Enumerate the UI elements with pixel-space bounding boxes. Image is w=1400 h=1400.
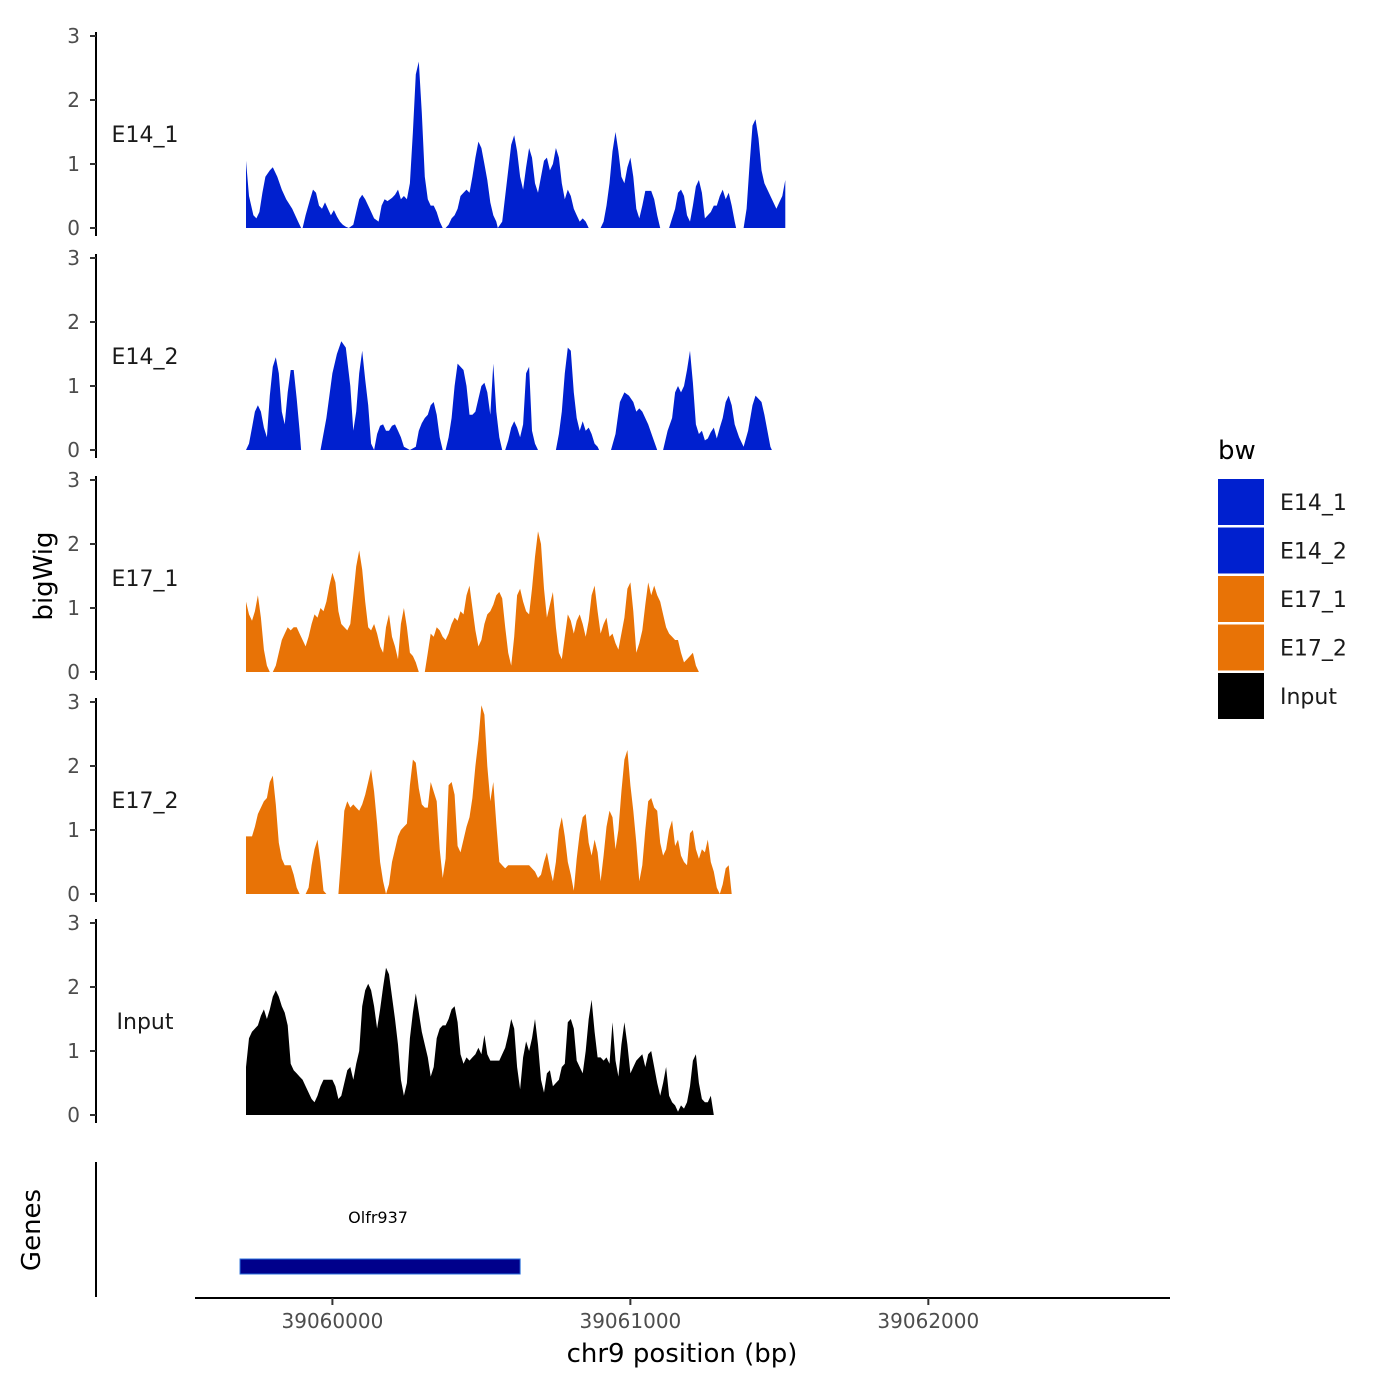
track-E17_1: 0 1 2 3 E17_1 bbox=[67, 468, 699, 684]
track-E17_2: 0 1 2 3 E17_2 bbox=[67, 690, 732, 906]
y-tick-label: 3 bbox=[67, 690, 80, 714]
y-tick-label: 0 bbox=[67, 216, 80, 240]
signal-area-E17_2 bbox=[246, 705, 732, 894]
signal-area-Input bbox=[246, 967, 714, 1115]
y-tick-label: 1 bbox=[67, 818, 80, 842]
track-label: E14_1 bbox=[112, 123, 179, 148]
y-tick-label: 1 bbox=[67, 596, 80, 620]
legend-label: E14_2 bbox=[1280, 540, 1347, 565]
gene-layer: Olfr937 bbox=[239, 1208, 521, 1275]
y-tick-label: 2 bbox=[67, 754, 80, 778]
genes-panel: Genes Olfr937 bbox=[17, 1162, 521, 1297]
track-Input: 0 1 2 3 Input bbox=[67, 911, 714, 1127]
legend-title: bw bbox=[1218, 436, 1256, 466]
x-tick-label: 39062000 bbox=[877, 1309, 979, 1333]
y-tick-label: 1 bbox=[67, 152, 80, 176]
genes-axis-title: Genes bbox=[17, 1189, 47, 1271]
legend-label: E14_1 bbox=[1280, 491, 1347, 516]
x-tick-label: 39061000 bbox=[579, 1309, 681, 1333]
track-E14_1: 0 1 2 3 E14_1 bbox=[67, 24, 786, 240]
legend-items: E14_1 E14_2 E17_1 E17_2 Input bbox=[1218, 479, 1347, 719]
legend-swatch-Input bbox=[1218, 673, 1264, 719]
y-tick-label: 2 bbox=[67, 532, 80, 556]
legend-swatch-E14_2 bbox=[1218, 527, 1264, 574]
legend: bw E14_1 E14_2 E17_1 E17_2 Input bbox=[1218, 436, 1347, 719]
x-axis: 39060000 39061000 39062000 chr9 position (… bbox=[195, 1297, 1170, 1369]
track-label: E17_2 bbox=[112, 789, 179, 814]
x-axis-title: chr9 position (bp) bbox=[567, 1339, 798, 1369]
gene-Olfr937 bbox=[239, 1258, 521, 1275]
y-tick-label: 2 bbox=[67, 975, 80, 999]
signal-area-E14_1 bbox=[246, 61, 786, 228]
y-tick-label: 2 bbox=[67, 310, 80, 334]
legend-swatch-E14_1 bbox=[1218, 479, 1264, 525]
track-E14_2: 0 1 2 3 E14_2 bbox=[67, 246, 772, 462]
x-ticks: 39060000 39061000 39062000 bbox=[282, 1298, 979, 1333]
legend-label: Input bbox=[1280, 685, 1337, 710]
y-tick-label: 0 bbox=[67, 882, 80, 906]
y-tick-label: 0 bbox=[67, 1103, 80, 1127]
track-label: E17_1 bbox=[112, 567, 179, 592]
legend-swatch-E17_1 bbox=[1218, 576, 1264, 622]
legend-label: E17_2 bbox=[1280, 637, 1347, 662]
track-label: E14_2 bbox=[112, 345, 179, 370]
signal-area-E14_2 bbox=[246, 341, 772, 450]
signal-area-E17_1 bbox=[246, 531, 699, 672]
y-tick-label: 3 bbox=[67, 468, 80, 492]
y-tick-label: 2 bbox=[67, 88, 80, 112]
legend-swatch-E17_2 bbox=[1218, 624, 1264, 671]
y-tick-label: 1 bbox=[67, 374, 80, 398]
tracks-layer: 0 1 2 3 E14_1 0 1 2 3 E14_2 0 1 2 3 E17_1 0 1 2 3 E17_2 0 1 2 3… bbox=[67, 24, 786, 1127]
y-tick-label: 3 bbox=[67, 246, 80, 270]
y-tick-label: 3 bbox=[67, 24, 80, 48]
y-tick-label: 0 bbox=[67, 438, 80, 462]
y-axis-title: bigWig bbox=[29, 531, 59, 620]
y-tick-label: 1 bbox=[67, 1039, 80, 1063]
gene-label: Olfr937 bbox=[348, 1208, 408, 1227]
y-tick-label: 3 bbox=[67, 911, 80, 935]
legend-label: E17_1 bbox=[1280, 588, 1347, 613]
x-tick-label: 39060000 bbox=[282, 1309, 384, 1333]
y-tick-label: 0 bbox=[67, 660, 80, 684]
track-label: Input bbox=[117, 1010, 174, 1035]
